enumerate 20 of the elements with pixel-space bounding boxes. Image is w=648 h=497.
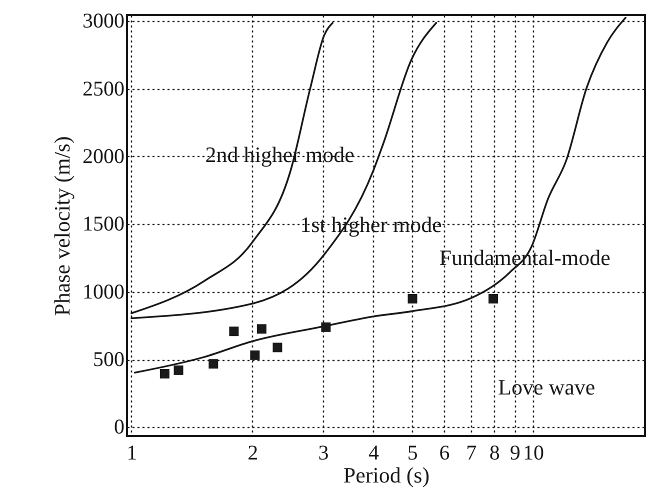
x-tick-label: 4 <box>368 440 380 464</box>
y-tick-label: 1000 <box>82 279 124 304</box>
x-tick-label: 9 <box>510 440 520 464</box>
x-tick-label: 10 <box>523 440 544 464</box>
x-tick-label: 1 <box>126 440 138 464</box>
x-tick-label: 8 <box>489 440 500 464</box>
y-tick-label: 2500 <box>82 76 124 100</box>
y-tick-label: 2000 <box>82 144 124 168</box>
x-tick-label: 2 <box>248 440 258 464</box>
y-tick-label: 0 <box>114 414 124 439</box>
x-tick-label: 5 <box>407 440 418 464</box>
x-tick-label: 6 <box>439 440 450 464</box>
x-axis-title: Period (s) <box>343 462 430 488</box>
y-tick-label: 500 <box>93 347 124 372</box>
y-axis-title: Phase velocity (m/s) <box>50 136 74 316</box>
x-tick-label: 3 <box>318 440 329 464</box>
y-tick-label: 1500 <box>82 212 124 236</box>
y-tick-label: 3000 <box>82 8 124 33</box>
annotation: Love wave <box>498 374 596 400</box>
x-tick-label: 7 <box>466 440 477 464</box>
